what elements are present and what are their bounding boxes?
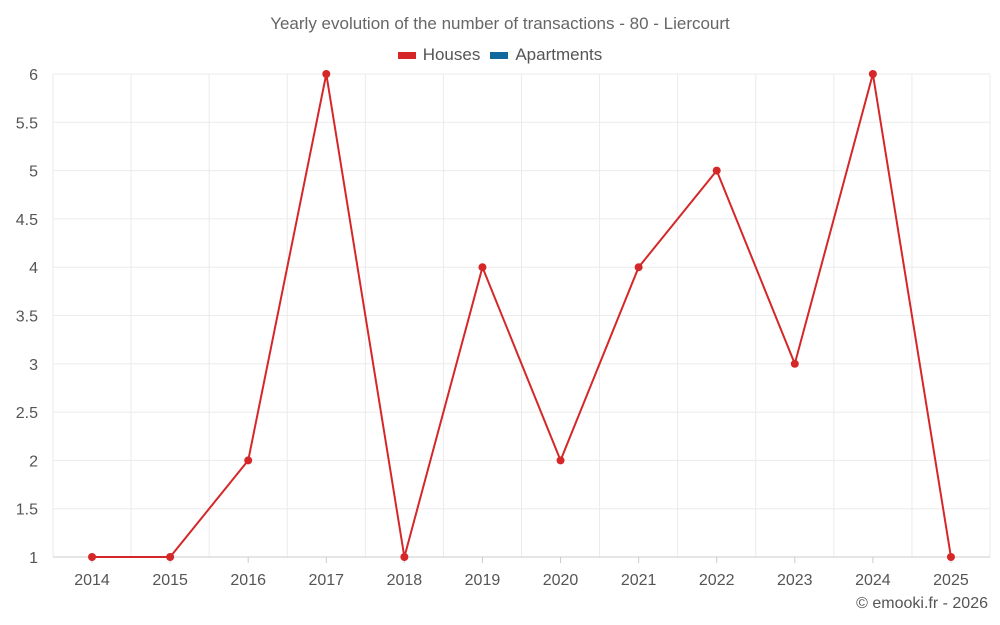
data-point-houses <box>478 263 487 272</box>
legend-swatch-houses <box>397 51 416 59</box>
y-tick-label: 4 <box>29 260 38 277</box>
data-point-houses <box>244 456 253 465</box>
chart-title: Yearly evolution of the number of transa… <box>270 14 730 33</box>
x-tick-label: 2021 <box>621 572 657 589</box>
series-line-houses <box>92 73 952 558</box>
y-tick-label: 2 <box>29 453 38 470</box>
data-point-houses <box>322 70 331 78</box>
x-tick-label: 2017 <box>308 572 344 589</box>
data-point-houses <box>634 263 643 272</box>
y-tick-label: 6 <box>29 67 38 84</box>
data-point-houses <box>946 553 955 561</box>
data-point-houses <box>556 456 565 465</box>
data-point-houses <box>88 553 97 561</box>
y-tick-label: 5.5 <box>16 115 38 132</box>
x-tick-label: 2023 <box>777 572 813 589</box>
legend-swatch-apartments <box>490 51 509 59</box>
y-tick-label: 3 <box>29 357 38 374</box>
x-tick-label: 2016 <box>230 572 266 589</box>
legend-label-apartments: Apartments <box>515 45 603 64</box>
data-point-houses <box>868 70 877 78</box>
legend-label-houses: Houses <box>422 45 481 64</box>
x-tick-label: 2025 <box>933 572 969 589</box>
credit-text: © emooki.fr - 2026 <box>856 595 988 612</box>
x-tick-label: 2019 <box>465 572 501 589</box>
x-tick-label: 2020 <box>543 572 579 589</box>
y-tick-label: 5 <box>29 164 38 181</box>
data-point-houses <box>790 359 799 368</box>
legend-item-houses[interactable]: Houses <box>397 45 481 65</box>
data-point-houses <box>166 553 175 561</box>
x-tick-label: 2014 <box>74 572 110 589</box>
x-tick-label: 2024 <box>855 572 891 589</box>
chart-legend: Houses Apartments <box>0 45 1000 65</box>
y-tick-label: 3.5 <box>16 309 38 326</box>
y-tick-label: 4.5 <box>16 212 38 229</box>
y-tick-label: 1.5 <box>16 502 38 519</box>
x-tick-label: 2018 <box>387 572 423 589</box>
x-tick-label: 2015 <box>152 572 188 589</box>
legend-item-apartments[interactable]: Apartments <box>490 45 602 65</box>
data-point-houses <box>400 553 409 561</box>
y-tick-label: 2.5 <box>16 405 38 422</box>
data-point-houses <box>712 166 721 175</box>
x-tick-label: 2022 <box>699 572 735 589</box>
y-tick-label: 1 <box>29 550 38 567</box>
